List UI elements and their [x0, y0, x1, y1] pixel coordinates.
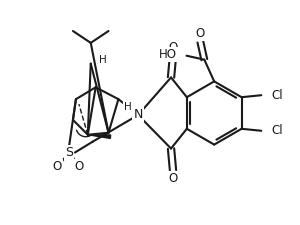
Text: H: H: [99, 55, 106, 65]
Polygon shape: [88, 135, 111, 138]
Text: O: O: [168, 172, 178, 185]
Text: S: S: [65, 146, 73, 159]
Text: O: O: [168, 41, 178, 54]
Text: O: O: [52, 160, 62, 173]
Text: O: O: [74, 160, 83, 173]
Text: Cl: Cl: [271, 124, 283, 137]
Text: H: H: [124, 102, 132, 112]
Text: HO: HO: [159, 48, 177, 61]
Text: Cl: Cl: [271, 89, 283, 102]
Text: N: N: [134, 108, 143, 122]
Text: O: O: [196, 27, 205, 40]
